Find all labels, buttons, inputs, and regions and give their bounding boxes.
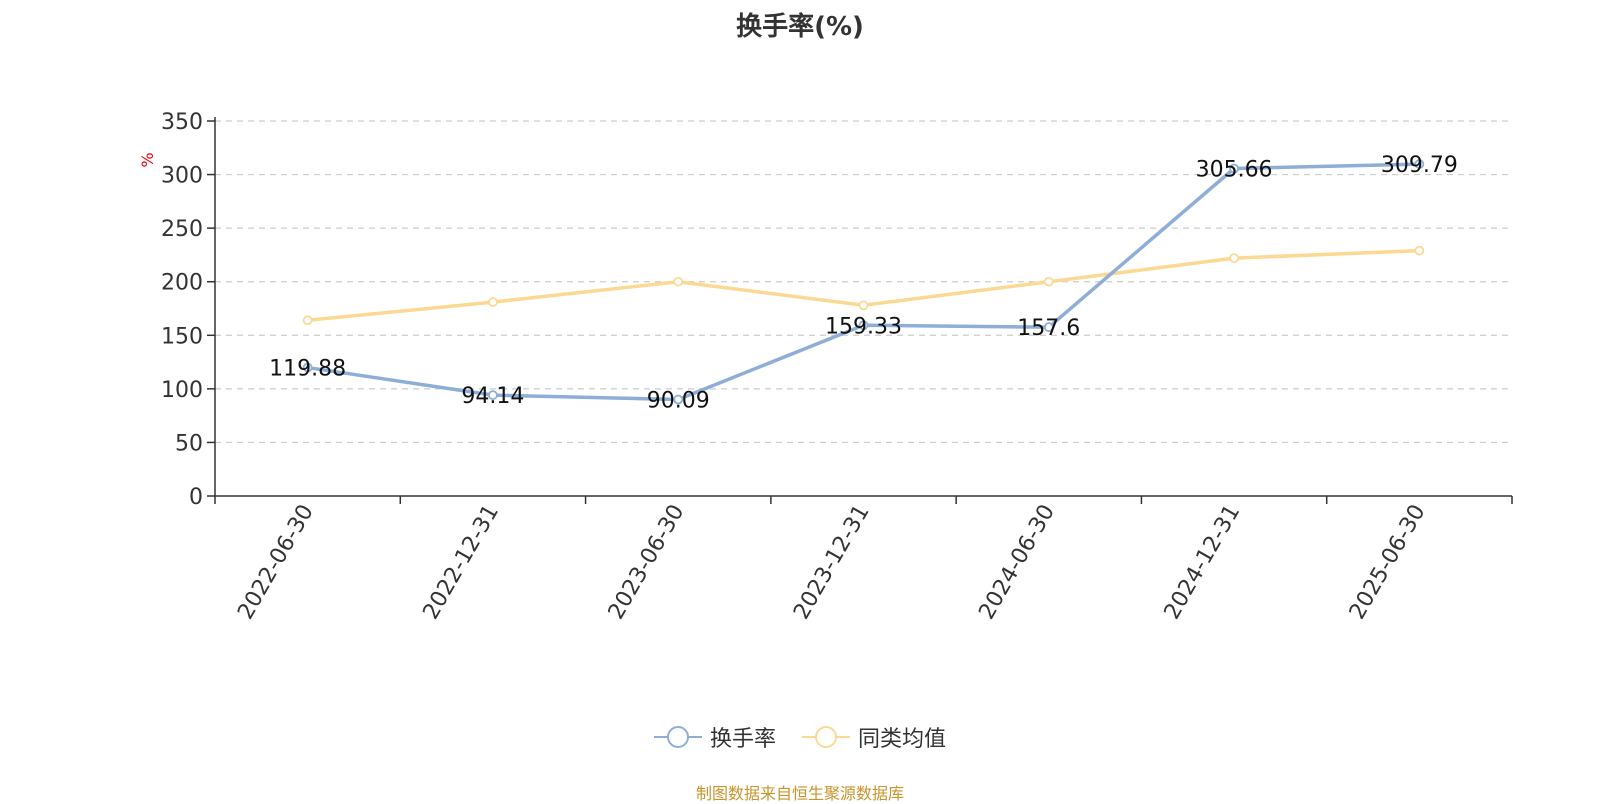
y-tick-label: 300 bbox=[161, 164, 203, 189]
data-point bbox=[673, 276, 684, 287]
source-note: 制图数据来自恒生聚源数据库 bbox=[695, 784, 904, 803]
data-label: 305.66 bbox=[1196, 158, 1273, 183]
data-labels: 119.88 94.14 90.09 159.33 157.6 305.66 309.79 bbox=[269, 153, 1458, 413]
data-point bbox=[302, 362, 313, 373]
grid-lines bbox=[215, 120, 1512, 444]
data-point bbox=[858, 300, 869, 311]
data-label: 159.33 bbox=[825, 314, 902, 339]
data-point bbox=[488, 297, 498, 307]
x-tick-label: 2025-06-30 bbox=[1345, 501, 1431, 624]
data-point bbox=[1043, 322, 1054, 333]
data-point bbox=[1414, 159, 1425, 169]
y-tick-label: 50 bbox=[175, 431, 203, 456]
data-point bbox=[1229, 253, 1239, 264]
data-point bbox=[302, 315, 313, 326]
y-tick-label: 250 bbox=[161, 217, 203, 242]
y-tick-label: 350 bbox=[161, 110, 203, 135]
x-tick-label: 2023-12-31 bbox=[789, 501, 875, 624]
legend: 换手率 同类均值 bbox=[0, 721, 1600, 753]
x-tick-label: 2024-06-30 bbox=[974, 501, 1060, 624]
data-point bbox=[1229, 163, 1239, 174]
y-tick-label: 150 bbox=[161, 324, 203, 349]
data-label: 94.14 bbox=[461, 384, 524, 409]
x-tick-label: 2022-12-31 bbox=[419, 501, 505, 624]
data-point bbox=[488, 390, 498, 401]
legend-marker-icon bbox=[653, 725, 702, 749]
y-tick-label: 0 bbox=[189, 485, 203, 510]
data-label: 309.79 bbox=[1381, 153, 1458, 178]
data-point bbox=[673, 394, 684, 405]
chart-title: 换手率(%) bbox=[736, 12, 864, 42]
x-tick-label: 2023-06-30 bbox=[604, 501, 690, 624]
legend-marker-icon bbox=[802, 725, 850, 749]
legend-label: 同类均值 bbox=[858, 727, 947, 752]
y-tick-label: 200 bbox=[161, 271, 203, 296]
axes: 0 50 100 150 200 250 300 350 2022-06-30 2022-12-3… bbox=[161, 110, 1513, 624]
legend-item-series-1[interactable]: 换手率 bbox=[653, 721, 776, 753]
data-label: 119.88 bbox=[269, 357, 346, 382]
data-point bbox=[1414, 245, 1425, 256]
data-label: 90.09 bbox=[647, 388, 710, 413]
x-tick-label: 2024-12-31 bbox=[1160, 501, 1246, 624]
legend-label: 换手率 bbox=[709, 727, 776, 752]
y-axis-label: % bbox=[138, 152, 157, 167]
y-tick-label: 100 bbox=[161, 378, 203, 403]
data-point bbox=[858, 320, 869, 331]
data-point bbox=[1043, 276, 1054, 287]
series-group bbox=[302, 159, 1425, 405]
legend-item-series-2[interactable]: 同类均值 bbox=[802, 721, 946, 753]
x-tick-label: 2022-06-30 bbox=[233, 501, 319, 624]
data-label: 157.6 bbox=[1017, 316, 1080, 341]
